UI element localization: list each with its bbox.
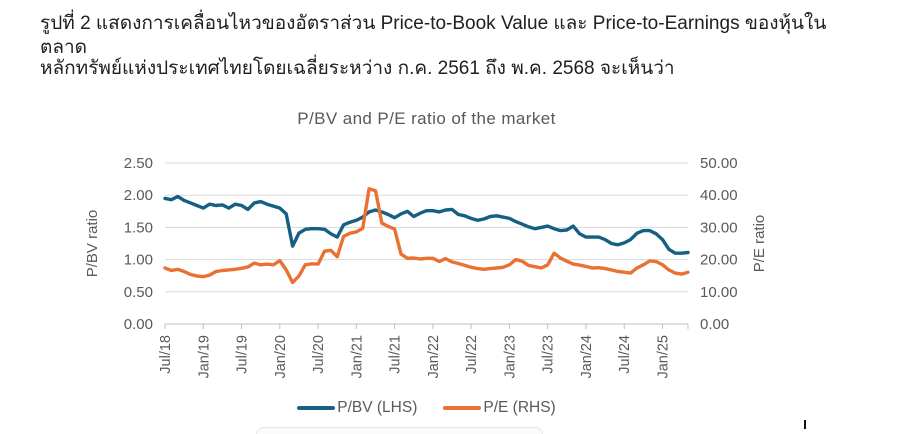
svg-text:40.00: 40.00	[700, 187, 738, 204]
figure-caption-line-2: หลักทรัพย์แห่งประเทศไทยโดยเฉลี่ยระหว่าง …	[40, 58, 675, 79]
svg-text:Jul/21: Jul/21	[388, 335, 404, 374]
svg-text:Jan/21: Jan/21	[349, 335, 365, 379]
svg-text:0.00: 0.00	[124, 316, 153, 333]
svg-text:2.50: 2.50	[124, 155, 153, 172]
svg-text:1.50: 1.50	[124, 219, 153, 236]
pbv-pe-line-chart: Jul/18 Jan/19 Jul/19 Jan/20 Jul/20 Jan/21 Jul/…	[84, 155, 768, 379]
svg-text:Jan/23: Jan/23	[502, 335, 518, 379]
svg-text:0.00: 0.00	[700, 316, 729, 333]
svg-text:Jul/19: Jul/19	[235, 335, 251, 374]
svg-text:Jul/23: Jul/23	[541, 335, 557, 374]
legend-label-pbv: P/BV (LHS)	[337, 399, 418, 416]
figure-caption-line-1: รูปที่ 2 แสดงการเคลื่อนไหวของอัตราส่วน P…	[40, 13, 827, 58]
pbv-line-swatch	[297, 406, 336, 410]
pe-line-swatch	[443, 406, 482, 410]
svg-text:Jan/22: Jan/22	[426, 335, 442, 379]
svg-text:50.00: 50.00	[700, 155, 738, 172]
svg-text:Jan/24: Jan/24	[579, 335, 595, 379]
svg-text:1.00: 1.00	[124, 252, 153, 269]
svg-text:Jan/19: Jan/19	[196, 335, 212, 379]
svg-text:20.00: 20.00	[700, 252, 738, 269]
svg-text:Jul/24: Jul/24	[617, 335, 633, 374]
chart-legend: P/BV (LHS) P/E (RHS)	[165, 399, 688, 417]
text-cursor	[804, 420, 806, 429]
svg-text:10.00: 10.00	[700, 284, 738, 301]
chart-title: P/BV and P/E ratio of the market	[297, 109, 556, 128]
svg-text:P/BV ratio: P/BV ratio	[84, 210, 101, 278]
svg-text:P/E ratio: P/E ratio	[751, 215, 768, 273]
legend-item-pe: P/E (RHS)	[443, 399, 556, 417]
svg-text:30.00: 30.00	[700, 219, 738, 236]
svg-text:0.50: 0.50	[124, 284, 153, 301]
cutoff-panel-edge	[256, 427, 543, 434]
svg-text:Jul/22: Jul/22	[464, 335, 480, 374]
svg-text:Jul/18: Jul/18	[158, 335, 174, 374]
svg-text:Jul/20: Jul/20	[311, 335, 327, 374]
svg-text:Jan/25: Jan/25	[655, 335, 671, 379]
svg-text:2.00: 2.00	[124, 187, 153, 204]
legend-item-pbv: P/BV (LHS)	[297, 399, 417, 417]
svg-text:Jan/20: Jan/20	[273, 335, 289, 379]
legend-label-pe: P/E (RHS)	[483, 399, 556, 416]
